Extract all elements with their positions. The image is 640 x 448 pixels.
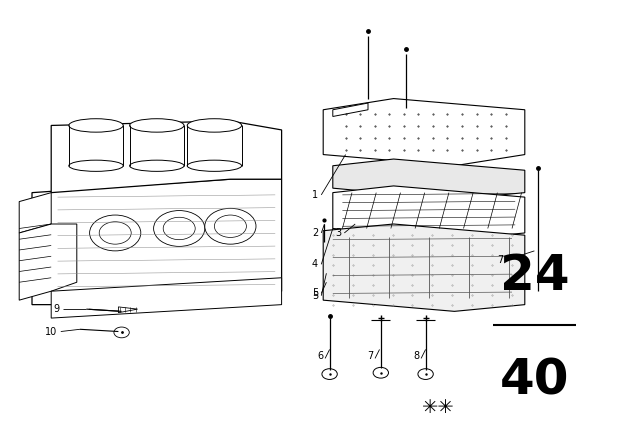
Circle shape (418, 369, 433, 379)
Circle shape (154, 211, 205, 246)
Text: 7: 7 (497, 255, 504, 265)
Circle shape (99, 222, 131, 244)
Circle shape (163, 217, 195, 240)
Polygon shape (19, 193, 51, 233)
Text: 2: 2 (312, 228, 318, 238)
Ellipse shape (187, 119, 242, 132)
Polygon shape (32, 179, 282, 305)
Text: 9: 9 (53, 304, 60, 314)
Polygon shape (118, 307, 138, 313)
Ellipse shape (69, 119, 123, 132)
Circle shape (205, 208, 256, 244)
Text: ✳✳: ✳✳ (422, 398, 455, 417)
Polygon shape (333, 186, 525, 240)
Text: 40: 40 (500, 356, 569, 404)
Text: 3: 3 (335, 228, 341, 238)
Text: 24: 24 (500, 252, 569, 300)
Text: 6: 6 (317, 351, 323, 361)
Circle shape (214, 215, 246, 237)
Text: 8: 8 (413, 351, 419, 361)
Circle shape (373, 367, 388, 378)
Polygon shape (323, 224, 525, 311)
Polygon shape (323, 99, 525, 166)
Ellipse shape (130, 119, 184, 132)
Text: 10: 10 (45, 327, 58, 336)
Circle shape (114, 327, 129, 338)
Ellipse shape (130, 160, 184, 172)
Text: 5: 5 (312, 289, 319, 298)
Polygon shape (19, 224, 77, 300)
Text: 7: 7 (367, 351, 373, 361)
Text: 4: 4 (312, 259, 318, 269)
Ellipse shape (69, 160, 123, 172)
Polygon shape (333, 159, 525, 199)
Text: 5: 5 (312, 291, 318, 301)
Polygon shape (333, 103, 368, 116)
Circle shape (322, 369, 337, 379)
Polygon shape (51, 278, 282, 318)
Ellipse shape (187, 160, 242, 172)
Polygon shape (51, 121, 282, 193)
Circle shape (90, 215, 141, 251)
Text: 1: 1 (312, 190, 318, 200)
